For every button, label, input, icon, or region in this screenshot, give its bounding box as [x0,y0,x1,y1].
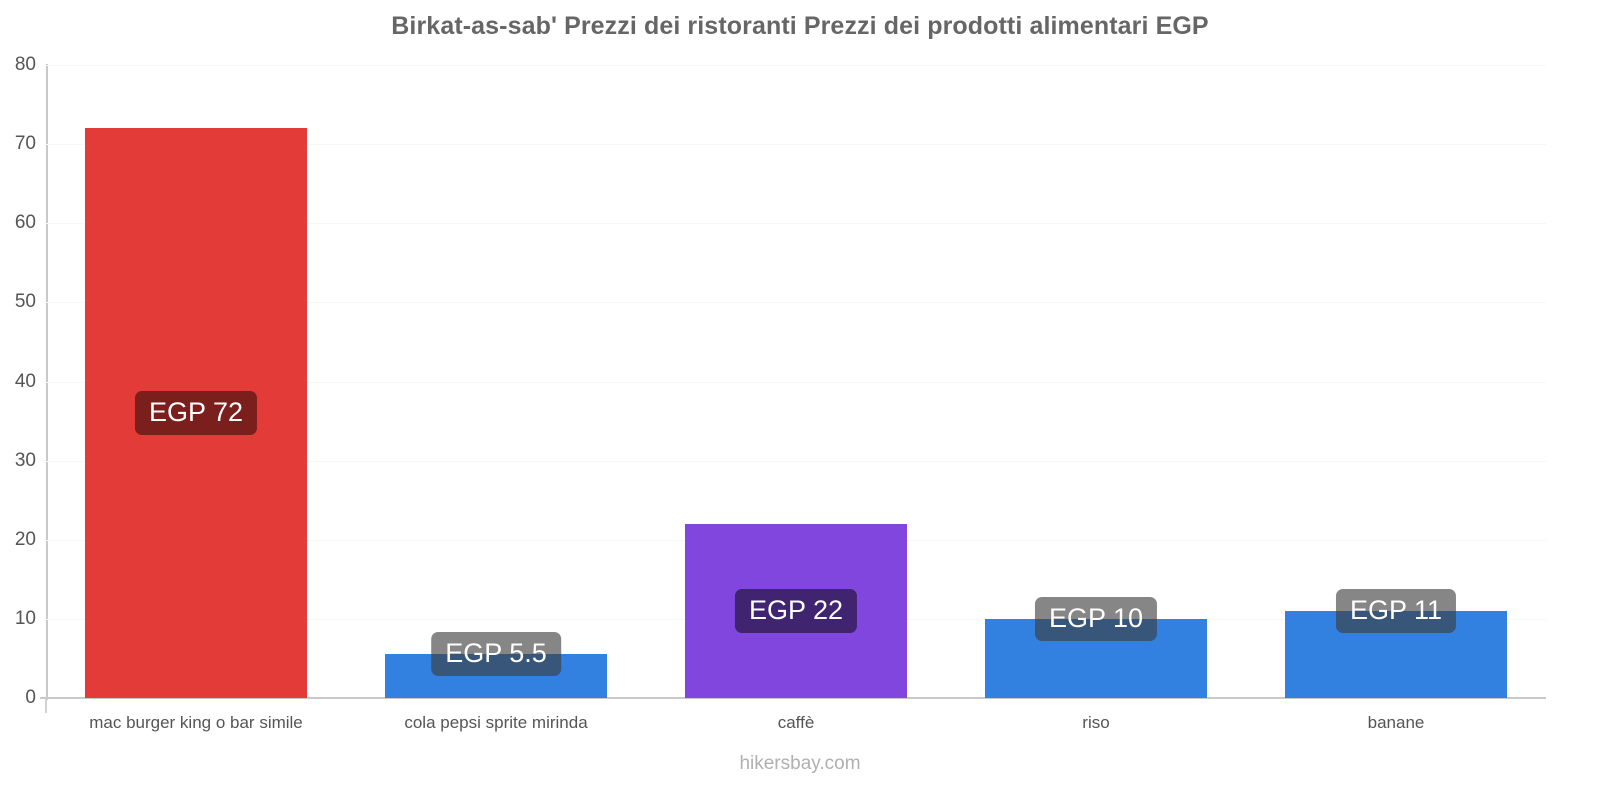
x-axis-tick-label: cola pepsi sprite mirinda [404,713,588,732]
x-axis-tick-label: banane [1367,713,1425,732]
y-axis-tick-label: 60 [14,212,36,234]
y-axis-tick-label: 80 [14,54,36,75]
x-axis-tick-label: riso [1082,713,1110,732]
gridline [46,302,1546,304]
x-axis-origin-tick [45,699,47,713]
bar-value-label: EGP 10 [1034,596,1158,641]
y-axis-tick-label: 70 [14,133,36,155]
bar-value-label: EGP 11 [1335,588,1457,633]
gridline [46,460,1546,462]
gridline [46,65,1546,66]
gridline [46,381,1546,383]
bar-value-label: EGP 5.5 [431,632,561,677]
y-axis-tick-label: 20 [14,528,36,550]
x-axis-tick-label: caffè [777,713,815,732]
gridline [46,144,1546,146]
gridline [46,223,1546,225]
y-axis-tick-label: 40 [14,370,36,392]
y-axis-tick-label: 30 [14,449,36,471]
x-axis-tick-label: mac burger king o bar simile [89,713,303,732]
y-axis-tick-label: 10 [14,607,36,629]
x-axis-line [40,697,1546,699]
footer-credit: hikersbay.com [739,753,861,774]
bar-value-label: EGP 22 [734,588,858,633]
bar-value-label: EGP 72 [134,391,258,436]
chart-title: Birkat-as-sab' Prezzi dei ristoranti Pre… [391,12,1209,40]
y-axis-tick-label: 50 [14,291,36,313]
y-axis-tick-label: 0 [25,687,36,708]
